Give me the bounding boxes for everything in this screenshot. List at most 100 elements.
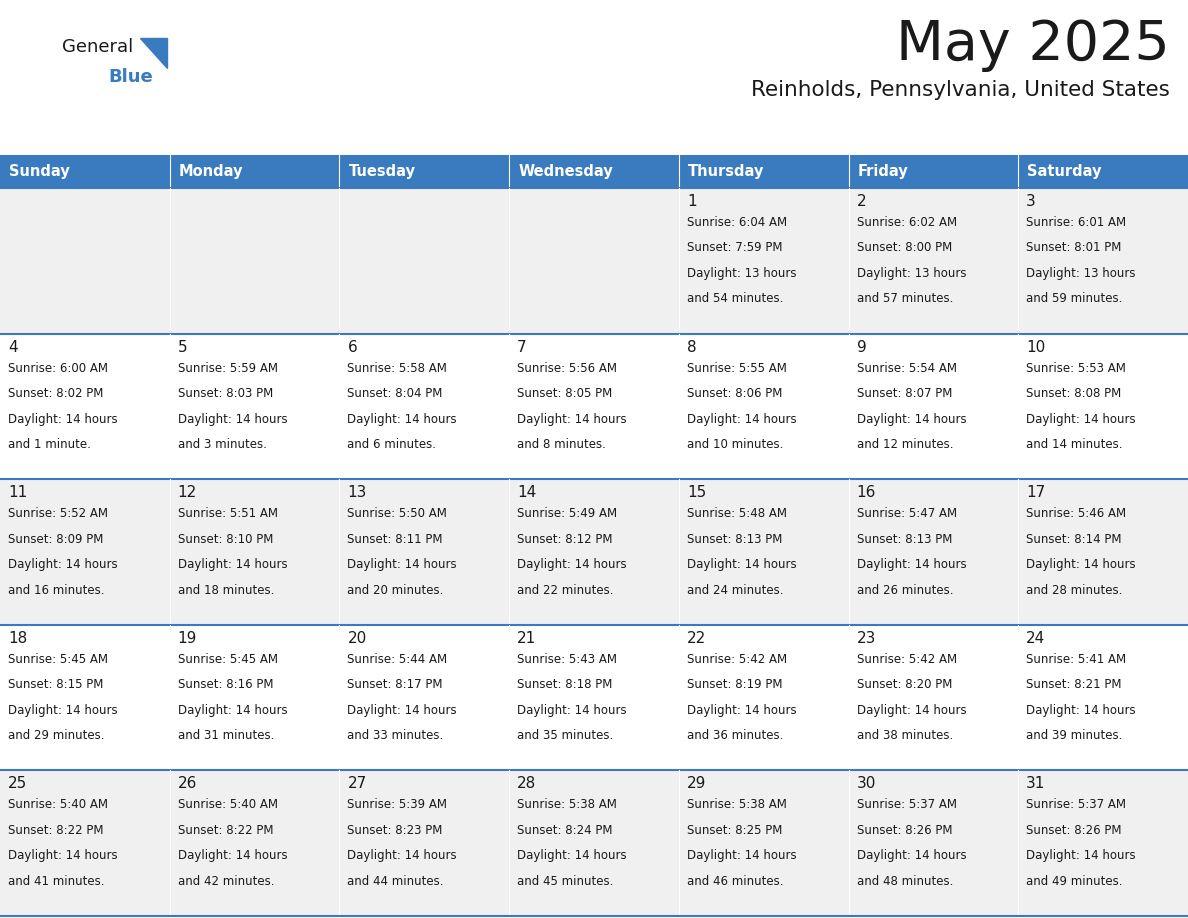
Bar (0, 770, 1188, 916)
Text: Sunset: 8:05 PM: Sunset: 8:05 PM (517, 387, 612, 400)
Bar (0, 155, 170, 188)
Text: 25: 25 (8, 777, 27, 791)
Text: 6: 6 (347, 340, 358, 354)
Text: Daylight: 14 hours: Daylight: 14 hours (687, 849, 796, 862)
Bar (0, 625, 1188, 770)
Text: 16: 16 (857, 486, 876, 500)
Polygon shape (140, 38, 168, 68)
Text: 8: 8 (687, 340, 696, 354)
Text: Sunset: 8:15 PM: Sunset: 8:15 PM (8, 678, 103, 691)
Text: Sunset: 8:04 PM: Sunset: 8:04 PM (347, 387, 443, 400)
Text: Sunset: 8:24 PM: Sunset: 8:24 PM (517, 823, 613, 837)
Text: Daylight: 14 hours: Daylight: 14 hours (8, 849, 118, 862)
Text: Daylight: 14 hours: Daylight: 14 hours (687, 704, 796, 717)
Text: Daylight: 14 hours: Daylight: 14 hours (1026, 412, 1136, 426)
Text: 21: 21 (517, 631, 537, 645)
Text: Sunset: 8:01 PM: Sunset: 8:01 PM (1026, 241, 1121, 254)
Text: and 48 minutes.: and 48 minutes. (857, 875, 953, 888)
Text: Daylight: 13 hours: Daylight: 13 hours (1026, 267, 1136, 280)
Text: Daylight: 14 hours: Daylight: 14 hours (347, 704, 457, 717)
Text: Sunset: 8:18 PM: Sunset: 8:18 PM (517, 678, 613, 691)
Text: and 38 minutes.: and 38 minutes. (857, 729, 953, 743)
Text: and 12 minutes.: and 12 minutes. (857, 438, 953, 451)
Text: Sunrise: 5:39 AM: Sunrise: 5:39 AM (347, 799, 448, 812)
Text: Daylight: 14 hours: Daylight: 14 hours (857, 412, 966, 426)
Text: 1: 1 (687, 194, 696, 209)
Text: 4: 4 (8, 340, 18, 354)
Text: and 24 minutes.: and 24 minutes. (687, 584, 783, 597)
Text: Daylight: 14 hours: Daylight: 14 hours (1026, 849, 1136, 862)
Text: Sunrise: 5:53 AM: Sunrise: 5:53 AM (1026, 362, 1126, 375)
Bar (170, 155, 340, 188)
Text: 30: 30 (857, 777, 876, 791)
Text: Daylight: 14 hours: Daylight: 14 hours (8, 558, 118, 571)
Bar (0, 188, 1188, 333)
Text: Sunset: 8:09 PM: Sunset: 8:09 PM (8, 532, 103, 545)
Text: Daylight: 14 hours: Daylight: 14 hours (347, 558, 457, 571)
Text: Sunrise: 6:04 AM: Sunrise: 6:04 AM (687, 216, 786, 229)
Text: Daylight: 14 hours: Daylight: 14 hours (1026, 704, 1136, 717)
Text: Sunrise: 6:01 AM: Sunrise: 6:01 AM (1026, 216, 1126, 229)
Text: 12: 12 (178, 486, 197, 500)
Text: 14: 14 (517, 486, 537, 500)
Text: 27: 27 (347, 777, 367, 791)
Text: Daylight: 14 hours: Daylight: 14 hours (1026, 558, 1136, 571)
Text: and 29 minutes.: and 29 minutes. (8, 729, 105, 743)
Text: Sunset: 8:12 PM: Sunset: 8:12 PM (517, 532, 613, 545)
Text: Daylight: 14 hours: Daylight: 14 hours (8, 412, 118, 426)
Text: and 42 minutes.: and 42 minutes. (178, 875, 274, 888)
Text: Sunrise: 5:58 AM: Sunrise: 5:58 AM (347, 362, 448, 375)
Text: Daylight: 13 hours: Daylight: 13 hours (687, 267, 796, 280)
Text: 3: 3 (1026, 194, 1036, 209)
Text: Daylight: 14 hours: Daylight: 14 hours (517, 849, 627, 862)
Text: Sunrise: 5:45 AM: Sunrise: 5:45 AM (178, 653, 278, 666)
Text: and 33 minutes.: and 33 minutes. (347, 729, 443, 743)
Text: Sunset: 8:16 PM: Sunset: 8:16 PM (178, 678, 273, 691)
Text: and 49 minutes.: and 49 minutes. (1026, 875, 1123, 888)
Text: 15: 15 (687, 486, 706, 500)
Text: Sunrise: 5:43 AM: Sunrise: 5:43 AM (517, 653, 617, 666)
Bar (848, 155, 1018, 188)
Text: Sunrise: 5:37 AM: Sunrise: 5:37 AM (857, 799, 956, 812)
Text: and 16 minutes.: and 16 minutes. (8, 584, 105, 597)
Text: Reinholds, Pennsylvania, United States: Reinholds, Pennsylvania, United States (751, 80, 1170, 100)
Text: and 57 minutes.: and 57 minutes. (857, 293, 953, 306)
Bar (1018, 155, 1188, 188)
Text: 22: 22 (687, 631, 706, 645)
Text: and 41 minutes.: and 41 minutes. (8, 875, 105, 888)
Text: and 20 minutes.: and 20 minutes. (347, 584, 444, 597)
Text: Sunset: 8:14 PM: Sunset: 8:14 PM (1026, 532, 1121, 545)
Text: Daylight: 14 hours: Daylight: 14 hours (178, 558, 287, 571)
Text: Sunrise: 5:37 AM: Sunrise: 5:37 AM (1026, 799, 1126, 812)
Text: 19: 19 (178, 631, 197, 645)
Text: Sunset: 8:20 PM: Sunset: 8:20 PM (857, 678, 952, 691)
Text: Sunrise: 5:47 AM: Sunrise: 5:47 AM (857, 508, 956, 521)
Text: May 2025: May 2025 (896, 18, 1170, 72)
Text: and 45 minutes.: and 45 minutes. (517, 875, 613, 888)
Text: Daylight: 14 hours: Daylight: 14 hours (857, 704, 966, 717)
Text: Daylight: 14 hours: Daylight: 14 hours (178, 849, 287, 862)
Text: Sunset: 8:17 PM: Sunset: 8:17 PM (347, 678, 443, 691)
Text: and 31 minutes.: and 31 minutes. (178, 729, 274, 743)
Bar (0, 479, 1188, 625)
Text: Sunrise: 5:50 AM: Sunrise: 5:50 AM (347, 508, 448, 521)
Bar (510, 155, 678, 188)
Text: 28: 28 (517, 777, 537, 791)
Text: Daylight: 14 hours: Daylight: 14 hours (347, 412, 457, 426)
Text: Sunset: 8:21 PM: Sunset: 8:21 PM (1026, 678, 1121, 691)
Text: Sunset: 8:08 PM: Sunset: 8:08 PM (1026, 387, 1121, 400)
Text: Daylight: 14 hours: Daylight: 14 hours (857, 849, 966, 862)
Text: Daylight: 14 hours: Daylight: 14 hours (517, 704, 627, 717)
Text: Daylight: 14 hours: Daylight: 14 hours (347, 849, 457, 862)
Text: Blue: Blue (108, 68, 153, 86)
Text: Sunset: 8:25 PM: Sunset: 8:25 PM (687, 823, 782, 837)
Text: 20: 20 (347, 631, 367, 645)
Text: Sunset: 8:07 PM: Sunset: 8:07 PM (857, 387, 952, 400)
Text: and 6 minutes.: and 6 minutes. (347, 438, 436, 451)
Text: Sunrise: 5:38 AM: Sunrise: 5:38 AM (687, 799, 786, 812)
Text: Sunset: 8:13 PM: Sunset: 8:13 PM (857, 532, 952, 545)
Text: 9: 9 (857, 340, 866, 354)
Text: Sunrise: 5:51 AM: Sunrise: 5:51 AM (178, 508, 278, 521)
Text: 26: 26 (178, 777, 197, 791)
Text: 5: 5 (178, 340, 188, 354)
